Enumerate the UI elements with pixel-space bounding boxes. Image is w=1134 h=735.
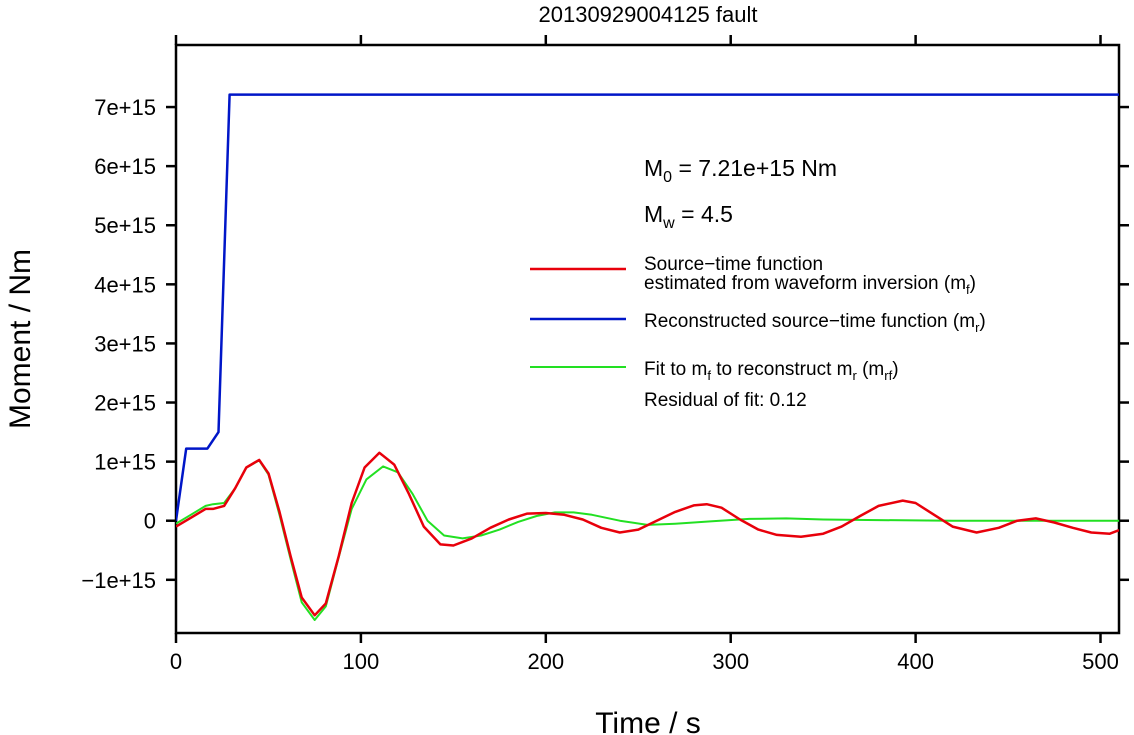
x-tick-label: 200 bbox=[527, 649, 564, 674]
chart-title: 20130929004125 fault bbox=[539, 2, 758, 27]
series-line-fit bbox=[176, 459, 1119, 621]
legend-label-fit: Fit to mf to reconstruct mr (mrf) bbox=[644, 359, 899, 383]
annotation-residual: Residual of fit: 0.12 bbox=[644, 390, 807, 411]
y-tick-label: −1e+15 bbox=[81, 568, 156, 593]
y-tick-label: 3e+15 bbox=[94, 331, 156, 356]
y-tick-label: 4e+15 bbox=[94, 272, 156, 297]
y-tick-label: 2e+15 bbox=[94, 391, 156, 416]
y-tick-label: 1e+15 bbox=[94, 450, 156, 475]
x-tick-label: 100 bbox=[343, 649, 380, 674]
x-tick-label: 0 bbox=[170, 649, 182, 674]
x-axis: 0 100 200 300 400 500 bbox=[170, 35, 1119, 674]
y-tick-label: 6e+15 bbox=[94, 154, 156, 179]
x-tick-label: 400 bbox=[897, 649, 934, 674]
x-tick-label: 300 bbox=[712, 649, 749, 674]
series-line-source-time-function bbox=[176, 451, 1119, 617]
annotation-m0: M0 = 7.21e+15 Nm bbox=[644, 155, 837, 186]
y-tick-label: 0 bbox=[144, 509, 156, 534]
plot-frame bbox=[174, 43, 1121, 635]
y-axis-label: Moment / Nm bbox=[4, 249, 37, 429]
legend-label-source-time-function-line1: Source−time function bbox=[644, 254, 823, 275]
y-tick-label: 7e+15 bbox=[94, 95, 156, 120]
legend-label-reconstructed: Reconstructed source−time function (mr) bbox=[644, 311, 986, 335]
y-tick-label: 5e+15 bbox=[94, 213, 156, 238]
x-axis-label: Time / s bbox=[595, 707, 701, 735]
legend-label-source-time-function-line2: estimated from waveform inversion (mf) bbox=[644, 273, 976, 297]
x-tick-label: 500 bbox=[1082, 649, 1119, 674]
series-line-reconstructed bbox=[176, 93, 1119, 521]
legend: Source−time function estimated from wave… bbox=[530, 254, 986, 411]
annotation-mw: Mw = 4.5 bbox=[644, 201, 733, 232]
y-axis: −1e+15 0 1e+15 2e+15 3e+15 4e+15 5e+15 6e+15 7e+… bbox=[81, 95, 1129, 593]
